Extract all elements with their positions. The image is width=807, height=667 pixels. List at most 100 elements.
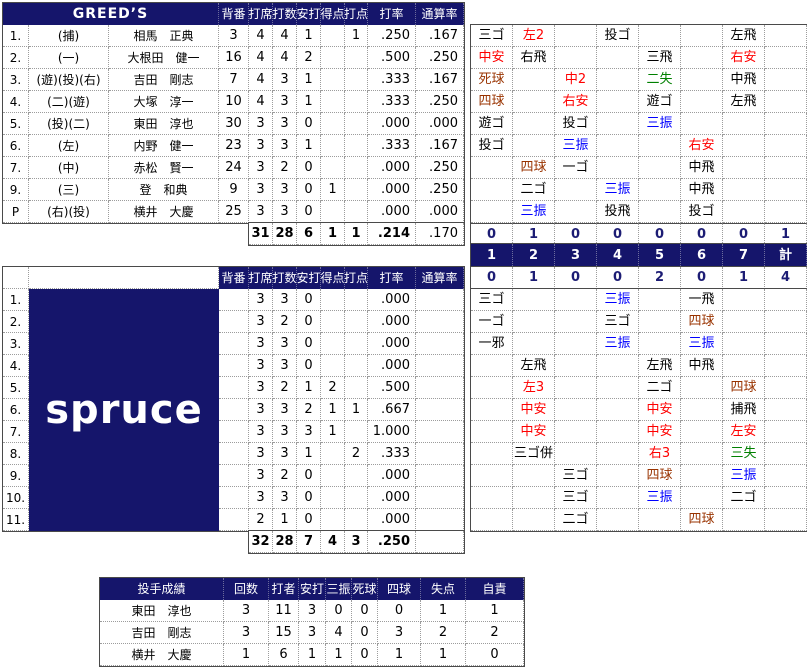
stat-cell: 4: [249, 25, 273, 47]
atbat-result: 三ゴ: [555, 487, 597, 509]
pitcher-stat-cell: 1: [421, 600, 466, 622]
pitcher-table-title: 投手成績: [100, 578, 224, 600]
inning-score: 0: [639, 223, 681, 245]
atbat-result: [681, 487, 723, 509]
atbat-result: [765, 157, 807, 179]
stat-cell: 1: [297, 69, 321, 91]
atbat-result: [723, 289, 765, 311]
stat-cell: 3: [297, 421, 321, 443]
atbat-result: [681, 91, 723, 113]
stat-cell: 0: [297, 333, 321, 355]
uniform-number: [219, 355, 249, 377]
atbat-result: 三失: [723, 443, 765, 465]
atbat-result: [765, 311, 807, 333]
atbat-result: 中飛: [681, 355, 723, 377]
stat-cell: 3: [249, 399, 273, 421]
stat-cell: [345, 509, 368, 531]
stat-cell: 3: [249, 421, 273, 443]
stat-cell: 1: [297, 377, 321, 399]
batting-order: 7.: [3, 157, 29, 179]
atbat-result: 左飛: [513, 355, 555, 377]
stat-cell: 3: [273, 399, 297, 421]
atbat-result: 三振: [555, 135, 597, 157]
atbat-result: [597, 135, 639, 157]
atbat-result: [597, 399, 639, 421]
stat-cell: 3: [273, 201, 297, 223]
batting-average: 1.000: [368, 421, 416, 443]
stat-cell: 3: [249, 311, 273, 333]
total-cell: 1: [345, 223, 368, 245]
inning-score: 0: [471, 267, 513, 289]
atbat-result: [681, 465, 723, 487]
atbat-result: [765, 465, 807, 487]
stat-cell: [345, 421, 368, 443]
pitcher-stat-cell: 0: [326, 600, 352, 622]
stat-cell: 1: [297, 25, 321, 47]
stat-cell: [345, 91, 368, 113]
total-cell: [416, 531, 464, 553]
pitcher-stat-cell: 2: [466, 622, 524, 644]
stat-cell: 0: [297, 201, 321, 223]
atbat-result: [639, 135, 681, 157]
atbat-result: [471, 421, 513, 443]
atbat-result: 三振: [723, 465, 765, 487]
atbat-result: 一ゴ: [555, 157, 597, 179]
stat-header: 打席: [249, 3, 273, 25]
uniform-number: 24: [219, 157, 249, 179]
atbat-result: 投ゴ: [597, 25, 639, 47]
batting-order: P: [3, 201, 29, 223]
atbat-result: [681, 113, 723, 135]
atbat-result: [555, 47, 597, 69]
uniform-number: 7: [219, 69, 249, 91]
batting-average: .000: [368, 333, 416, 355]
atbat-result: 右安: [681, 135, 723, 157]
cumulative-average: [416, 355, 464, 377]
batting-order: 7.: [3, 421, 29, 443]
team2-batting-table: 背番 打席 打数 安打 得点 打点 打率 通算率 1. 3 3 0.000 2. 3 2 0.000 3. 3 3 0…: [2, 266, 465, 532]
player-name: 登 和典: [109, 179, 219, 201]
uniform-number: [219, 333, 249, 355]
atbat-result: [513, 509, 555, 531]
pitcher-stat-header: 四球: [378, 578, 421, 600]
atbat-result: [723, 113, 765, 135]
stat-header: 得点: [321, 3, 345, 25]
player-name: 赤松 賢一: [109, 157, 219, 179]
inning-score: 4: [765, 267, 807, 289]
batting-order: 4.: [3, 91, 29, 113]
pitcher-stat-cell: 15: [269, 622, 299, 644]
atbat-result: [765, 399, 807, 421]
atbat-result: [723, 311, 765, 333]
inning-score: 0: [681, 267, 723, 289]
cumulative-average: .000: [416, 113, 464, 135]
atbat-result: [597, 465, 639, 487]
atbat-result: 四球: [513, 157, 555, 179]
pitcher-stat-cell: 3: [299, 622, 326, 644]
atbat-result: 二ゴ: [555, 509, 597, 531]
atbat-result: 三振: [597, 179, 639, 201]
stat-cell: [321, 355, 345, 377]
pitcher-stat-header: 三振: [326, 578, 352, 600]
stat-cell: 0: [297, 113, 321, 135]
atbat-result: 右安: [723, 47, 765, 69]
atbat-result: [765, 69, 807, 91]
player-name: 大塚 淳一: [109, 91, 219, 113]
position: (中): [29, 157, 109, 179]
batting-average: .000: [368, 311, 416, 333]
position: (一): [29, 47, 109, 69]
cumulative-average: .250: [416, 47, 464, 69]
inning-label: 4: [597, 244, 639, 266]
pitcher-stat-cell: 2: [421, 622, 466, 644]
pitcher-stat-cell: 3: [299, 600, 326, 622]
stat-cell: 4: [249, 91, 273, 113]
atbat-result: [597, 355, 639, 377]
batting-average: .333: [368, 69, 416, 91]
stat-header: 安打: [297, 267, 321, 289]
position: (捕): [29, 25, 109, 47]
atbat-result: [513, 91, 555, 113]
total-cell: 6: [297, 223, 321, 245]
inning-score: 1: [513, 223, 555, 245]
atbat-result: 投ゴ: [681, 201, 723, 223]
atbat-result: 三振: [639, 113, 681, 135]
stat-cell: 3: [273, 443, 297, 465]
batting-order: 3.: [3, 69, 29, 91]
